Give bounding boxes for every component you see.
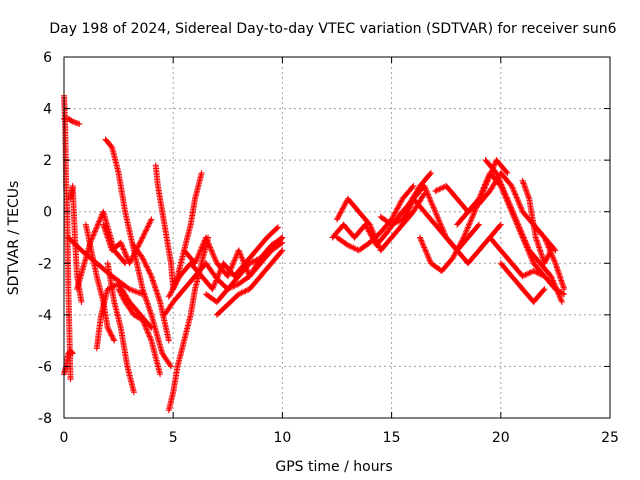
series-arc21	[329, 170, 434, 249]
series-arc31	[497, 260, 548, 305]
series-markers	[115, 286, 164, 378]
series-markers	[399, 182, 504, 267]
series-arc10	[102, 136, 174, 370]
series-arc11	[104, 260, 137, 396]
series-arc19	[203, 234, 286, 305]
series-markers	[486, 234, 568, 298]
series-markers	[497, 260, 548, 305]
x-tick-label: 5	[169, 430, 178, 446]
x-tick-label: 20	[492, 430, 510, 446]
y-tick-label: 6	[43, 50, 52, 66]
series-markers	[104, 260, 137, 396]
series-arc23	[334, 182, 417, 254]
series-markers	[329, 170, 434, 249]
series-markers	[130, 242, 172, 344]
series-markers	[102, 136, 174, 370]
x-axis-label: GPS time / hours	[275, 459, 392, 475]
y-axis-label: SDTVAR / TECUs	[6, 181, 22, 296]
series-markers	[203, 234, 286, 305]
data-series	[61, 92, 568, 414]
y-tick-label: 2	[43, 153, 52, 169]
y-tick-label: 4	[43, 102, 52, 118]
y-tick-label: -4	[38, 308, 52, 324]
grid-lines	[64, 57, 610, 418]
series-markers	[334, 182, 417, 254]
axes: 0 5 10 15 20 25 -8 -6 -4 -2 0 2 4 6	[38, 50, 619, 446]
series-arc20	[213, 247, 286, 318]
series-markers	[530, 221, 568, 293]
series-arc25	[399, 182, 504, 267]
x-tick-label: 10	[273, 430, 291, 446]
chart-title: Day 198 of 2024, Sidereal Day-to-day VTE…	[49, 21, 616, 37]
series-arc12	[115, 286, 164, 378]
x-tick-label: 0	[60, 430, 69, 446]
y-tick-label: -8	[38, 411, 52, 427]
series-arc30	[486, 234, 568, 298]
series-arc13	[130, 242, 172, 344]
series-markers	[165, 224, 281, 300]
plot-border	[63, 56, 611, 419]
y-tick-label: -2	[38, 256, 52, 272]
x-tick-label: 25	[601, 430, 619, 446]
y-tick-label: 0	[43, 205, 52, 221]
series-arc33	[530, 221, 568, 293]
y-tick-label: -6	[38, 359, 52, 375]
x-tick-label: 15	[383, 430, 401, 446]
series-markers	[213, 247, 286, 318]
series-arc17	[165, 224, 281, 300]
